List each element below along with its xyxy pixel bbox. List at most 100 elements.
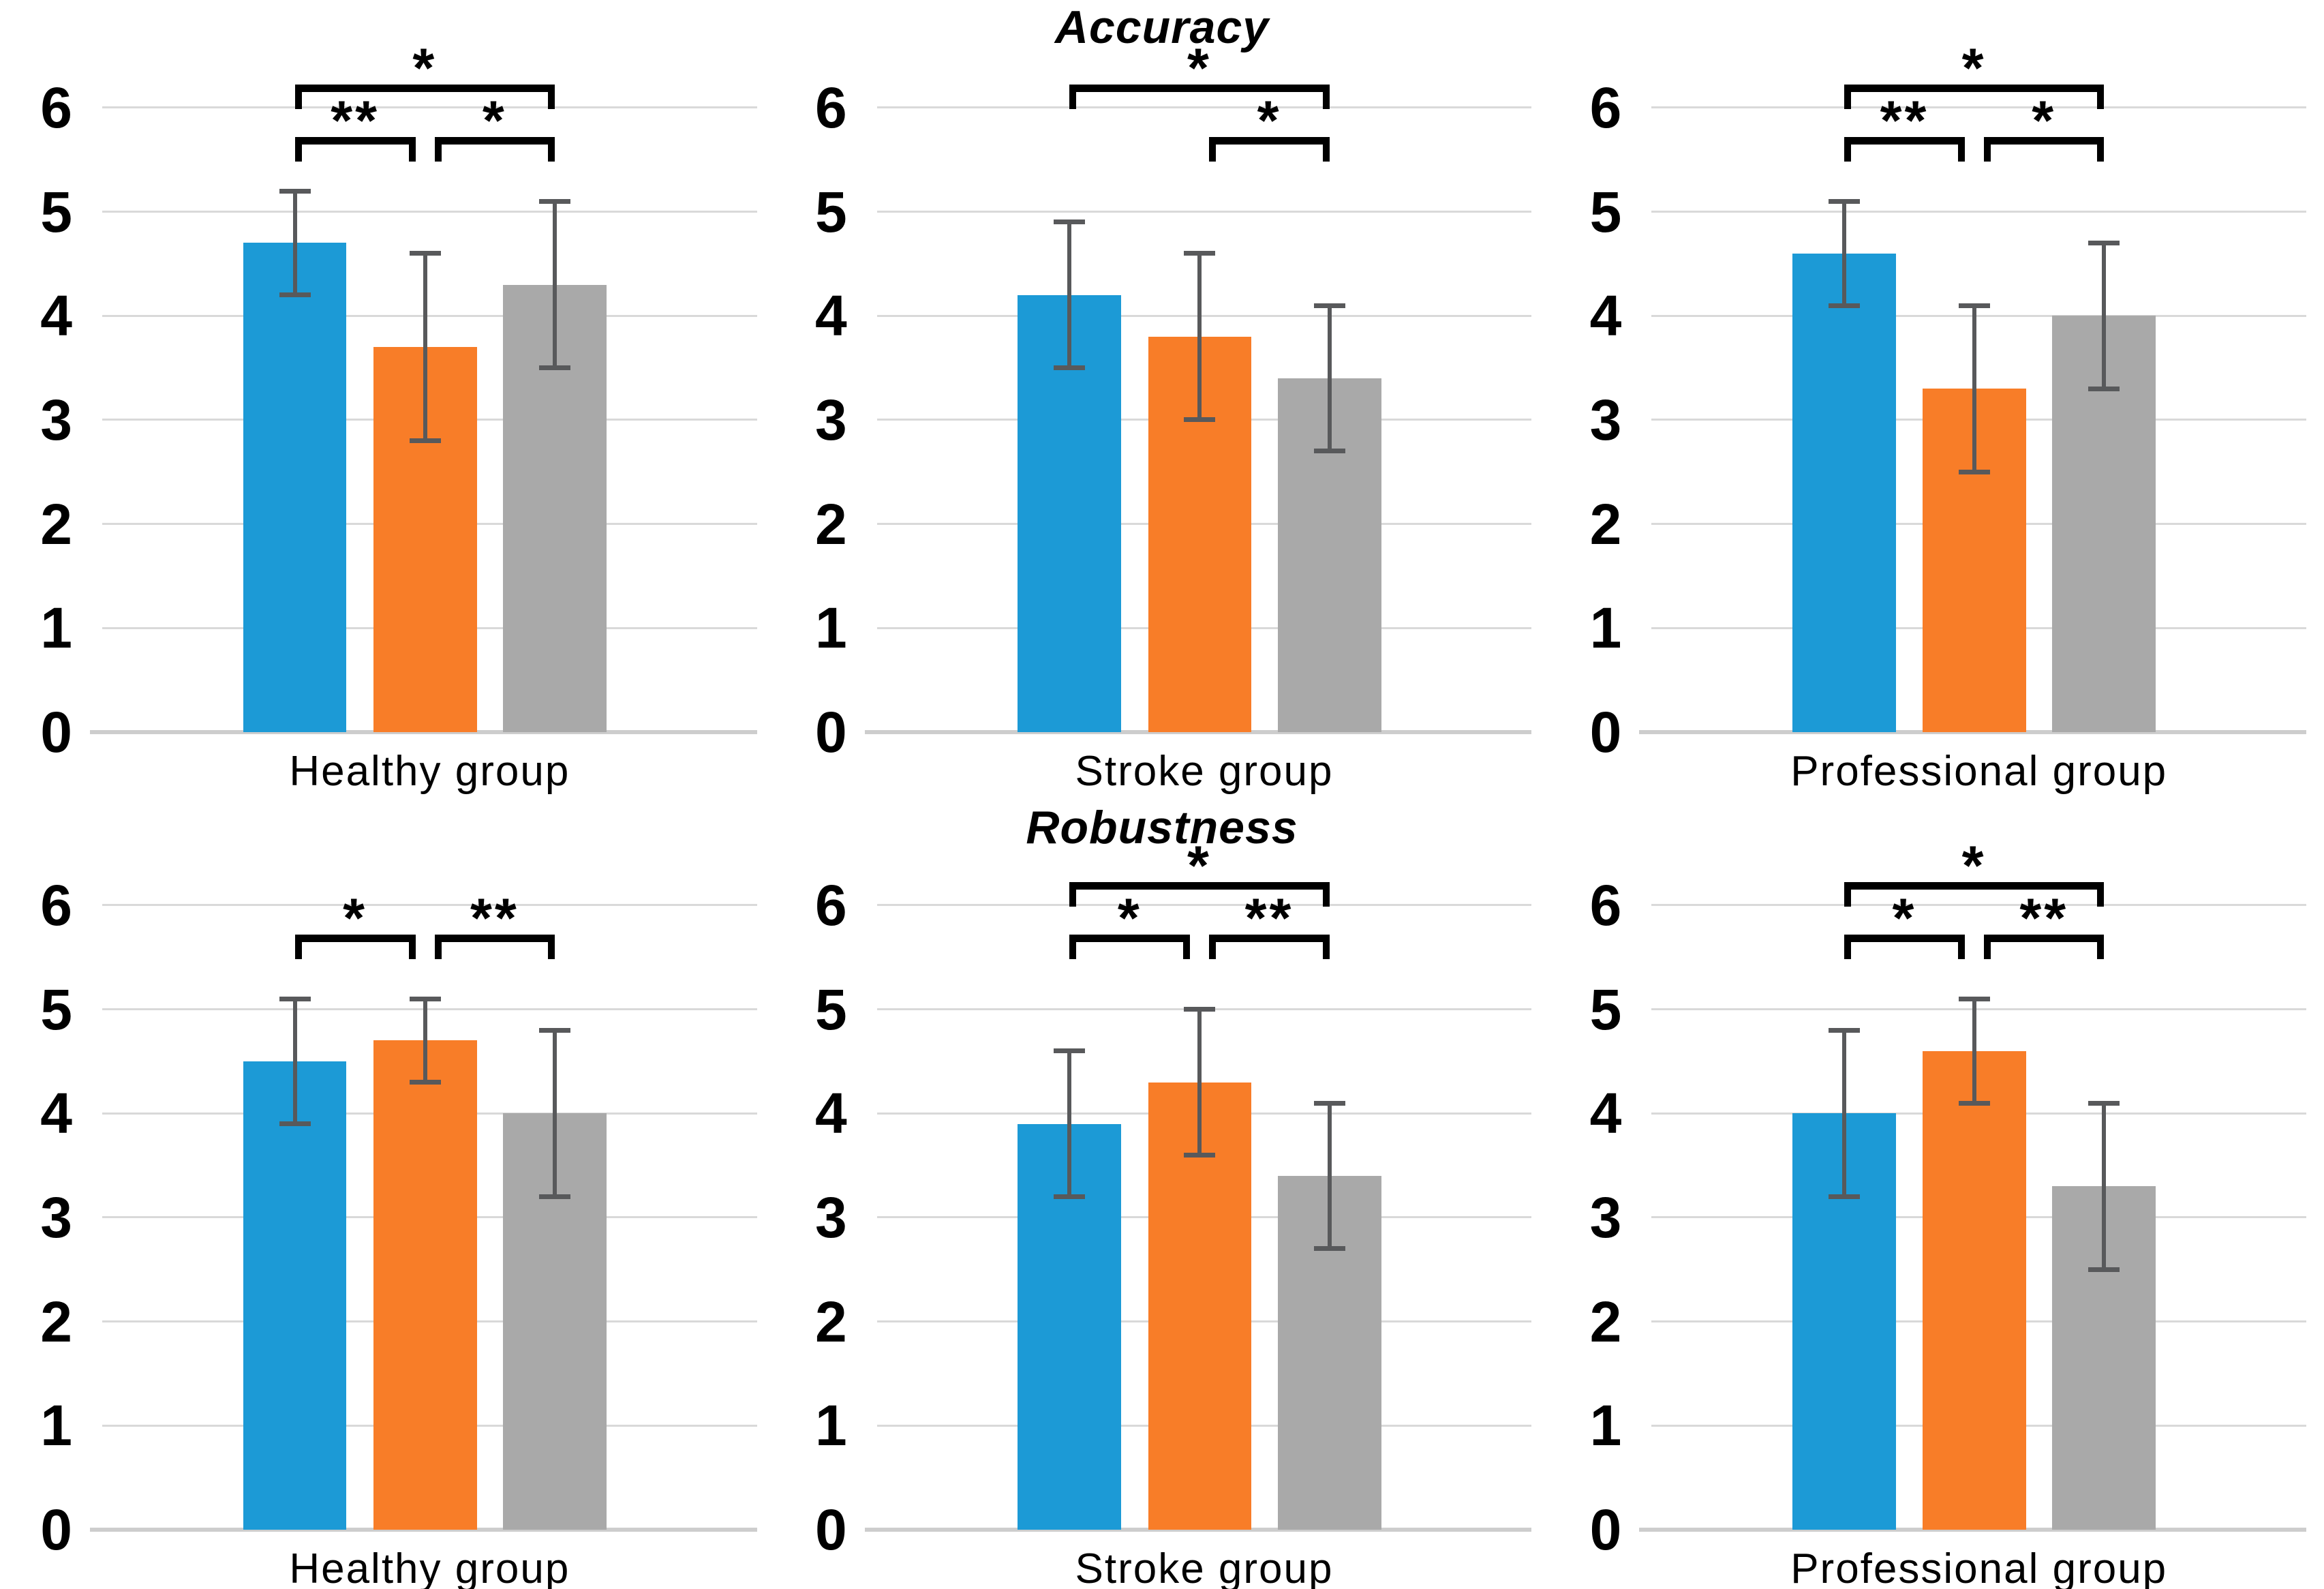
y-tick-label: 6 bbox=[1589, 873, 1622, 937]
y-tick-label: 5 bbox=[814, 179, 847, 244]
significance-stars: * bbox=[1117, 887, 1142, 950]
error-bar-cap bbox=[1828, 303, 1860, 308]
x-axis-line bbox=[90, 1528, 757, 1532]
bracket-end-left bbox=[434, 136, 442, 162]
y-tick-label: 5 bbox=[40, 179, 72, 244]
x-axis-label: Healthy group bbox=[289, 1545, 570, 1589]
x-axis-line bbox=[1639, 1528, 2307, 1532]
bracket-end-right bbox=[1322, 136, 1330, 162]
error-bar-cap bbox=[539, 198, 571, 204]
bracket-line bbox=[1209, 934, 1330, 942]
y-tick-label: 3 bbox=[814, 1185, 847, 1250]
significance-bracket: * bbox=[294, 890, 416, 959]
error-bar bbox=[423, 999, 427, 1083]
y-tick-label: 3 bbox=[814, 387, 847, 452]
bracket-end-left bbox=[1844, 934, 1851, 959]
y-tick-label: 3 bbox=[1589, 1185, 1622, 1250]
bracket-end-right bbox=[1958, 934, 1966, 959]
x-axis-line bbox=[864, 730, 1532, 734]
gridline bbox=[876, 106, 1532, 109]
error-bar-cap bbox=[279, 292, 311, 298]
significance-bracket: ** bbox=[1984, 890, 2105, 959]
error-bar-cap bbox=[279, 188, 311, 194]
significance-stars: * bbox=[2032, 89, 2057, 152]
x-axis: Professional group bbox=[1651, 1530, 2306, 1589]
significance-stars: * bbox=[412, 37, 438, 100]
significance-bracket: * bbox=[1069, 890, 1191, 959]
error-bar-cap bbox=[1828, 198, 1860, 204]
significance-bracket: * bbox=[1069, 41, 1330, 110]
y-tick-label: 2 bbox=[814, 491, 847, 556]
error-bar-cap bbox=[539, 365, 571, 371]
x-axis-label: Healthy group bbox=[289, 748, 570, 795]
y-tick-label: 2 bbox=[814, 1289, 847, 1354]
bracket-end-right bbox=[2097, 85, 2105, 110]
bar-blue bbox=[243, 1061, 347, 1530]
significance-stars: * bbox=[482, 89, 507, 152]
error-bar bbox=[553, 1030, 557, 1197]
gridline bbox=[1651, 904, 2307, 907]
error-bar-cap bbox=[2088, 386, 2120, 391]
error-bar-cap bbox=[1828, 1194, 1860, 1199]
error-bar-cap bbox=[1313, 1246, 1345, 1252]
error-bar bbox=[292, 999, 297, 1124]
y-tick-label: 4 bbox=[1589, 284, 1622, 348]
x-axis-label: Professional group bbox=[1790, 1545, 2168, 1589]
error-bar-cap bbox=[539, 1194, 571, 1199]
error-bar-cap bbox=[409, 996, 441, 1001]
bracket-line bbox=[1984, 136, 2105, 145]
x-axis: Healthy group bbox=[102, 1530, 757, 1589]
error-bar-cap bbox=[1054, 1048, 1086, 1054]
gridline bbox=[102, 211, 757, 213]
bracket-end-right bbox=[1322, 934, 1330, 959]
error-bar bbox=[553, 201, 557, 368]
gridline bbox=[876, 314, 1532, 317]
error-bar-cap bbox=[1313, 1100, 1345, 1106]
y-tick-label: 2 bbox=[1589, 1289, 1622, 1354]
bracket-line bbox=[1209, 136, 1330, 145]
row-title-accuracy: Accuracy bbox=[1054, 1, 1270, 53]
bracket-line bbox=[294, 85, 555, 93]
bracket-end-left bbox=[1209, 136, 1217, 162]
bracket-line bbox=[1984, 934, 2105, 942]
x-axis: Healthy group bbox=[102, 732, 757, 795]
y-tick-label: 4 bbox=[1589, 1081, 1622, 1146]
y-tick-label: 4 bbox=[814, 1081, 847, 1146]
gridline bbox=[1651, 106, 2307, 109]
bracket-line bbox=[1844, 934, 1966, 942]
significance-bracket: * bbox=[434, 93, 555, 162]
x-axis-line bbox=[1639, 730, 2307, 734]
y-tick-label: 5 bbox=[814, 977, 847, 1042]
y-tick-label: 2 bbox=[1589, 491, 1622, 556]
gridline bbox=[1651, 211, 2307, 213]
error-bar-cap bbox=[1184, 1007, 1216, 1012]
bracket-line bbox=[294, 136, 416, 145]
bracket-end-right bbox=[408, 136, 416, 162]
error-bar bbox=[292, 191, 297, 295]
bar-blue bbox=[1792, 253, 1896, 732]
gridline bbox=[876, 904, 1532, 907]
bracket-line bbox=[434, 136, 555, 145]
bracket-line bbox=[1844, 85, 2105, 93]
y-tick-label: 0 bbox=[40, 1498, 72, 1562]
error-bar bbox=[1841, 201, 1846, 306]
bracket-end-right bbox=[1183, 934, 1191, 959]
error-bar bbox=[1841, 1030, 1846, 1197]
y-tick-label: 1 bbox=[814, 1393, 847, 1458]
bracket-line bbox=[1069, 85, 1330, 93]
y-tick-label: 6 bbox=[1589, 75, 1622, 140]
error-bar bbox=[1327, 1103, 1332, 1249]
error-bar-cap bbox=[409, 251, 441, 256]
significance-bracket: * bbox=[1844, 41, 2105, 110]
significance-stars: * bbox=[1961, 835, 1987, 898]
bracket-end-right bbox=[408, 934, 416, 959]
error-bar-cap bbox=[1184, 1152, 1216, 1157]
significance-stars: * bbox=[1187, 37, 1212, 100]
